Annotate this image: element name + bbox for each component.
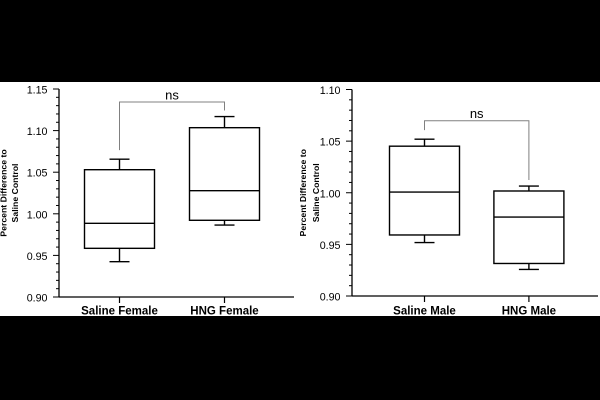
svg-text:1.10: 1.10 [27,126,48,138]
svg-text:0.90: 0.90 [320,292,341,304]
svg-text:1.00: 1.00 [27,209,48,221]
svg-text:0.90: 0.90 [27,293,48,305]
svg-text:1.00: 1.00 [320,188,341,200]
svg-text:Saline Control: Saline Control [311,163,321,222]
svg-text:1.15: 1.15 [27,85,48,97]
svg-text:Percent Difference to: Percent Difference to [298,149,308,236]
svg-text:Percent Difference to: Percent Difference to [0,149,8,236]
svg-text:1.10: 1.10 [320,85,341,97]
svg-text:1.05: 1.05 [320,137,341,149]
svg-text:1.05: 1.05 [27,168,48,180]
svg-text:0.95: 0.95 [320,240,341,252]
svg-text:ns: ns [165,88,179,103]
svg-text:ns: ns [470,106,484,121]
svg-text:0.95: 0.95 [27,251,48,263]
svg-text:Saline Control: Saline Control [10,164,20,223]
